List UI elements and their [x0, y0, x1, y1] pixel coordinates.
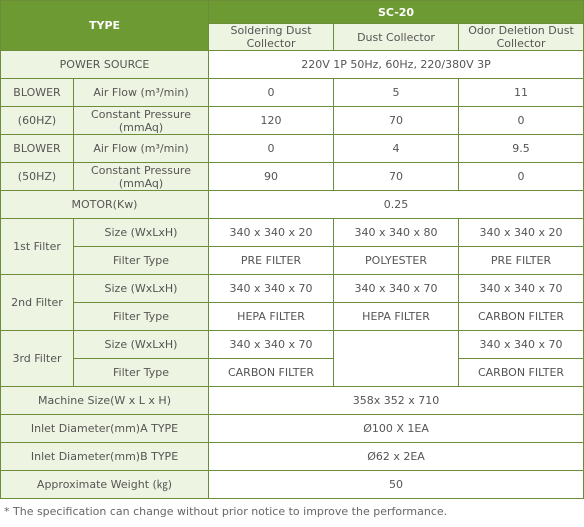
blower-60-label-bottom: (60HZ): [0, 106, 74, 135]
col-header-odor: Odor Deletion Dust Collector: [458, 23, 584, 51]
machine-size-value: 358x 352 x 710: [208, 386, 584, 415]
filter1-label: 1st Filter: [0, 218, 74, 275]
filter2-size-value: 340 x 340 x 70: [333, 274, 460, 303]
filter2-size-value: 340 x 340 x 70: [208, 274, 335, 303]
blower-60-label-top: BLOWER: [0, 78, 74, 107]
airflow-label: Air Flow (m³/min): [72, 78, 210, 107]
filter1-size-value: 340 x 340 x 20: [208, 218, 335, 247]
filter2-size-value: 340 x 340 x 70: [458, 274, 584, 303]
airflow-50-value: 0: [208, 134, 335, 163]
machine-size-label: Machine Size(W x L x H): [0, 386, 210, 415]
pressure-50-value: 0: [458, 162, 584, 191]
airflow-50-value: 9.5: [458, 134, 584, 163]
size-label: Size (WxLxH): [72, 330, 210, 359]
pressure-50-value: 90: [208, 162, 335, 191]
airflow-60-value: 0: [208, 78, 335, 107]
size-label: Size (WxLxH): [72, 218, 210, 247]
filter-type-label: Filter Type: [72, 358, 210, 387]
airflow-label: Air Flow (m³/min): [72, 134, 210, 163]
pressure-60-value: 0: [458, 106, 584, 135]
filter1-type-value: PRE FILTER: [208, 246, 335, 275]
airflow-60-value: 11: [458, 78, 584, 107]
power-source-value: 220V 1P 50Hz, 60Hz, 220/380V 3P: [208, 50, 584, 79]
weight-value: 50: [208, 470, 584, 499]
filter3-label: 3rd Filter: [0, 330, 74, 387]
inlet-b-value: Ø62 x 2EA: [208, 442, 584, 471]
inlet-a-label: Inlet Diameter(mm)A TYPE: [0, 414, 210, 443]
blower-50-label-top: BLOWER: [0, 134, 74, 163]
filter1-size-value: 340 x 340 x 80: [333, 218, 460, 247]
airflow-50-value: 4: [333, 134, 460, 163]
filter3-type-value: CARBON FILTER: [208, 358, 335, 387]
pressure-label: Constant Pressure (mmAq): [72, 162, 210, 191]
filter1-size-value: 340 x 340 x 20: [458, 218, 584, 247]
inlet-a-value: Ø100 X 1EA: [208, 414, 584, 443]
airflow-60-value: 5: [333, 78, 460, 107]
pressure-50-value: 70: [333, 162, 460, 191]
filter2-type-value: CARBON FILTER: [458, 302, 584, 331]
type-header: TYPE: [0, 0, 210, 51]
pressure-label: Constant Pressure (mmAq): [72, 106, 210, 135]
filter2-label: 2nd Filter: [0, 274, 74, 331]
inlet-b-label: Inlet Diameter(mm)B TYPE: [0, 442, 210, 471]
filter3-type-value: CARBON FILTER: [458, 358, 584, 387]
size-label: Size (WxLxH): [72, 274, 210, 303]
col-header-dust: Dust Collector: [333, 23, 460, 51]
power-source-label: POWER SOURCE: [0, 50, 210, 79]
pressure-60-value: 120: [208, 106, 335, 135]
filter1-type-value: PRE FILTER: [458, 246, 584, 275]
filter2-type-value: HEPA FILTER: [208, 302, 335, 331]
weight-label: Approximate Weight (㎏): [0, 470, 210, 499]
pressure-60-value: 70: [333, 106, 460, 135]
footnote: * The specification can change without p…: [4, 505, 448, 518]
filter-type-label: Filter Type: [72, 302, 210, 331]
blower-50-label-bottom: (50HZ): [0, 162, 74, 191]
filter1-type-value: POLYESTER: [333, 246, 460, 275]
filter3-size-value: 340 x 340 x 70: [208, 330, 335, 359]
model-header: SC-20: [208, 0, 584, 24]
motor-value: 0.25: [208, 190, 584, 219]
filter2-type-value: HEPA FILTER: [333, 302, 460, 331]
motor-label: MOTOR(Kw): [0, 190, 210, 219]
col-header-soldering: Soldering Dust Collector: [208, 23, 335, 51]
filter3-size-value: 340 x 340 x 70: [458, 330, 584, 359]
filter-type-label: Filter Type: [72, 246, 210, 275]
filter3-empty-cell: [333, 330, 460, 387]
spec-table: TYPE SC-20 Soldering Dust Collector Dust…: [0, 0, 584, 499]
